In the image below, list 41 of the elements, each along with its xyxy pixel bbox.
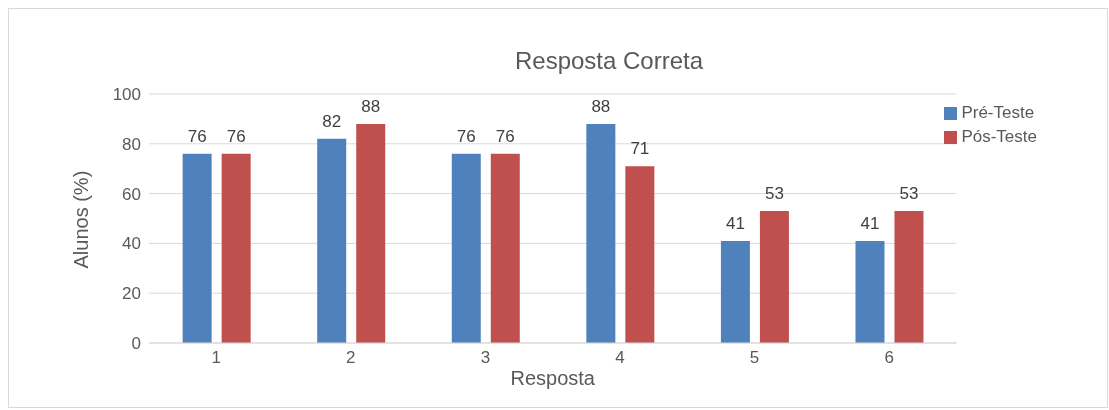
bar bbox=[356, 123, 386, 343]
data-label: 53 bbox=[899, 184, 919, 204]
y-tick-label: 100 bbox=[112, 85, 141, 105]
bar bbox=[855, 240, 885, 343]
data-label: 71 bbox=[630, 139, 650, 159]
y-tick-label: 20 bbox=[122, 284, 141, 304]
bar bbox=[451, 153, 481, 343]
data-label: 41 bbox=[860, 213, 880, 233]
bar bbox=[490, 153, 520, 343]
y-tick-label: 40 bbox=[122, 234, 141, 254]
x-tick-label: 1 bbox=[211, 348, 222, 368]
bar bbox=[182, 153, 212, 343]
data-label: 76 bbox=[187, 126, 207, 146]
x-tick-label: 6 bbox=[884, 348, 894, 368]
data-label: 88 bbox=[591, 96, 611, 116]
data-label: 53 bbox=[764, 184, 784, 204]
data-label: 76 bbox=[495, 126, 515, 146]
x-tick-label: 5 bbox=[749, 348, 760, 368]
legend-label: Pós-Teste bbox=[961, 127, 1037, 146]
data-label: 82 bbox=[322, 111, 342, 131]
data-label: 41 bbox=[725, 213, 745, 233]
bar bbox=[625, 166, 655, 343]
x-tick-label: 4 bbox=[615, 348, 625, 368]
x-tick-label: 3 bbox=[480, 348, 491, 368]
legend-label: Pré-Teste bbox=[961, 103, 1035, 122]
y-tick-label: 0 bbox=[131, 334, 141, 354]
data-label: 88 bbox=[361, 96, 381, 116]
bar bbox=[759, 211, 789, 343]
chart-title: Resposta Correta bbox=[513, 47, 705, 75]
bar bbox=[586, 123, 616, 343]
data-label: 76 bbox=[456, 126, 476, 146]
bar bbox=[720, 240, 750, 343]
bar bbox=[221, 153, 251, 343]
y-tick-label: 60 bbox=[122, 184, 141, 204]
y-tick-label: 80 bbox=[122, 134, 141, 154]
data-label: 76 bbox=[226, 126, 246, 146]
x-tick-label: 2 bbox=[346, 348, 356, 368]
x-axis-title: Resposta bbox=[510, 367, 596, 390]
bar bbox=[317, 138, 347, 343]
y-axis-title: Alunos (%) bbox=[70, 170, 93, 269]
bar bbox=[894, 211, 924, 343]
